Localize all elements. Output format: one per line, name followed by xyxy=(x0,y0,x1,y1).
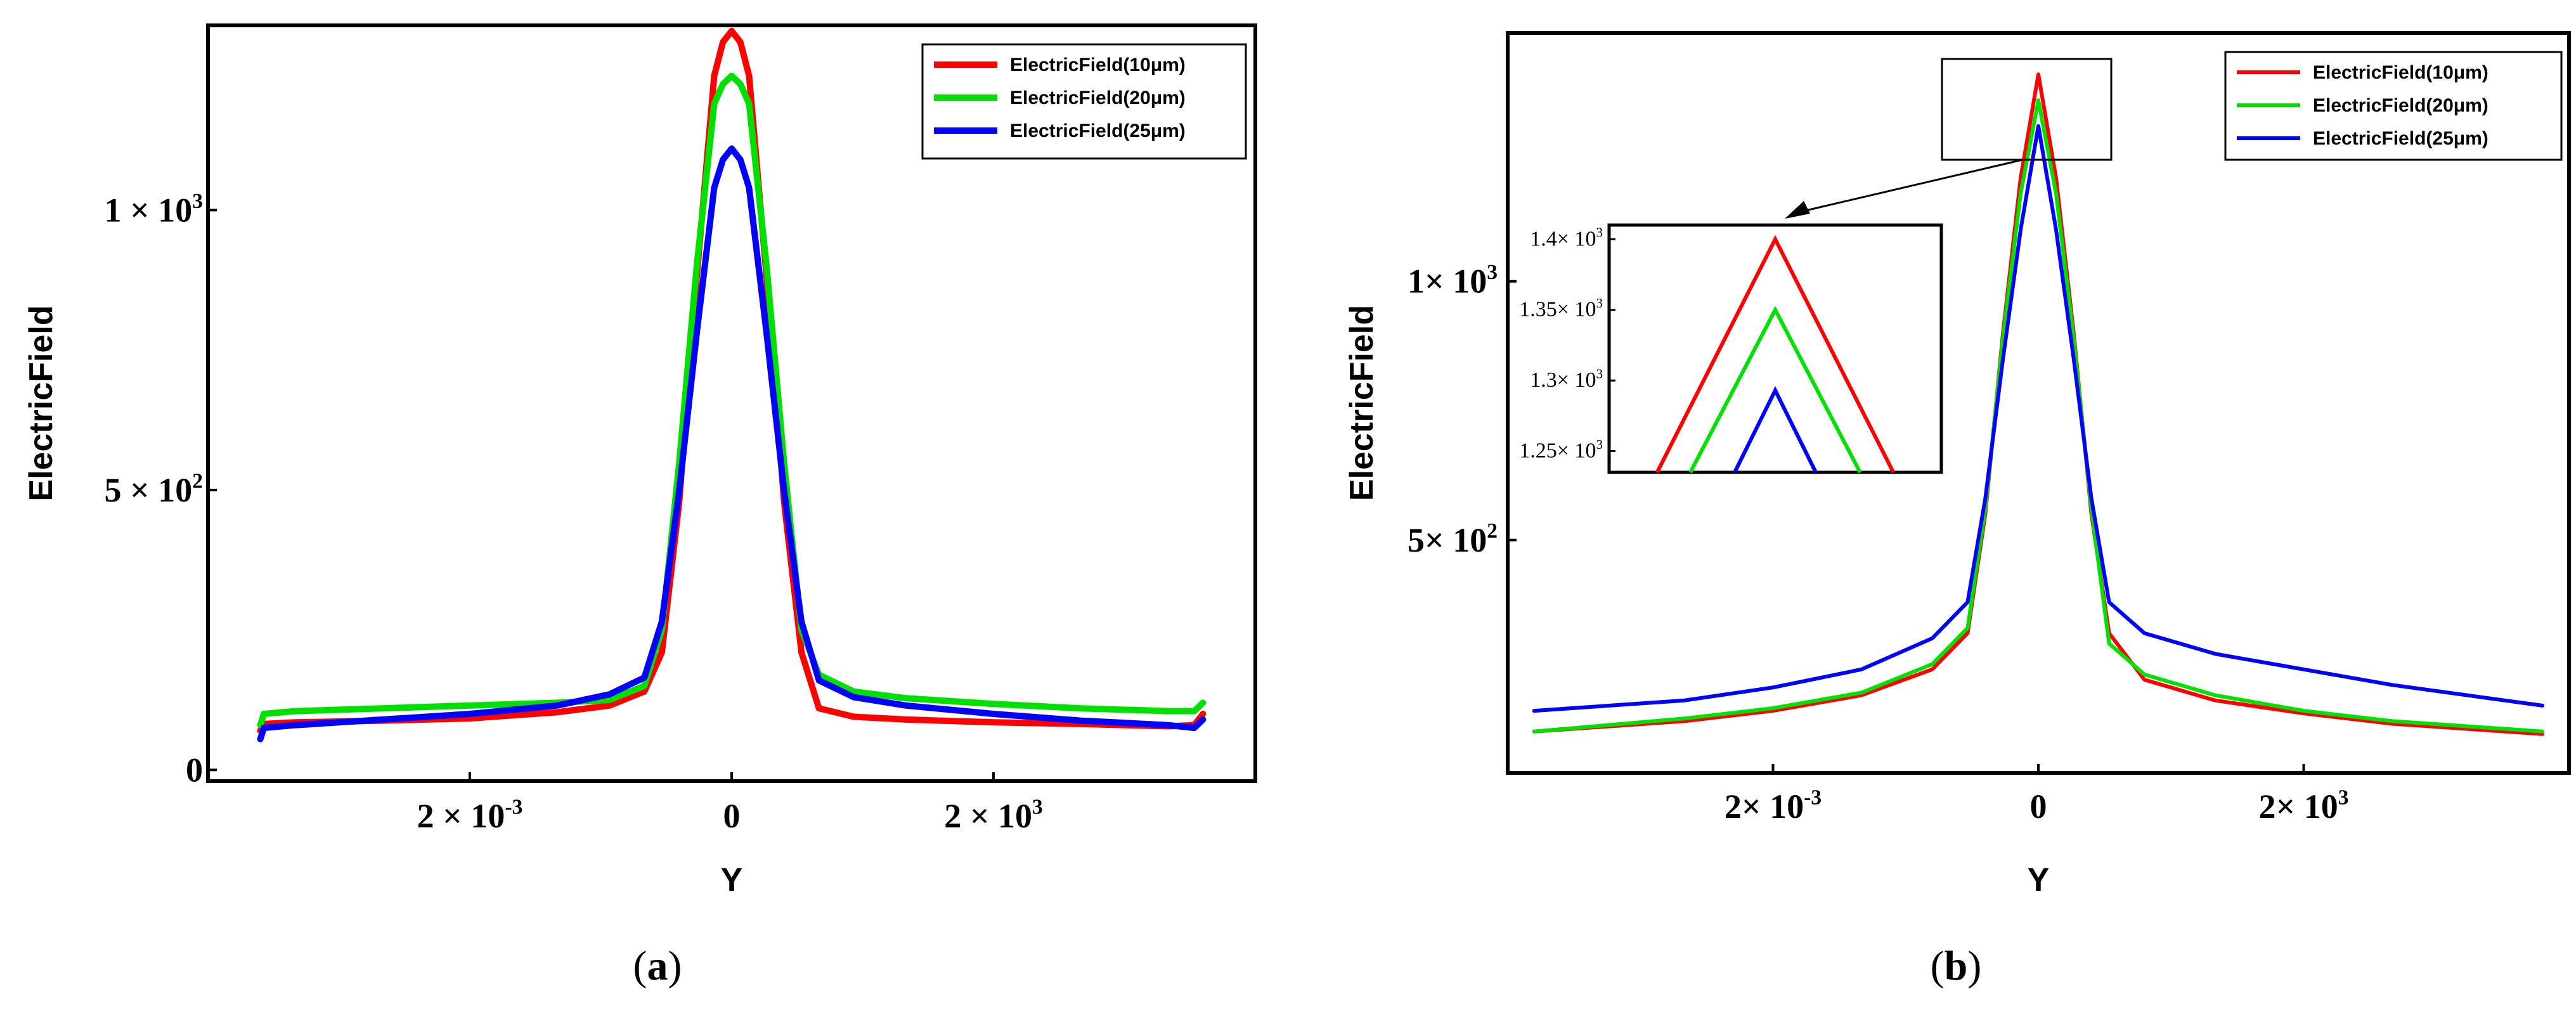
panel-caption: (b) xyxy=(1931,943,1982,989)
inset-series-line-1 xyxy=(1655,235,1895,474)
chart-panel-b: 2× 10-3 0 2× 103 5× 102 1× 103 Y ElectricField… xyxy=(1343,31,2571,989)
x-tick-label: 2 × 10-3 xyxy=(417,795,523,835)
zoom-arrow-line xyxy=(1792,159,2023,215)
inset-series-line-3 xyxy=(1733,385,1818,474)
zoom-arrow-head xyxy=(1785,201,1810,219)
series-line-3 xyxy=(257,145,1207,742)
series-line-2 xyxy=(257,72,1207,728)
legend: ElectricField(10μm) ElectricField(20μm) El… xyxy=(2224,51,2563,161)
legend-label-3: ElectricField(25μm) xyxy=(1010,120,1186,141)
legend-label-2: ElectricField(20μm) xyxy=(2313,95,2489,116)
zoom-region-box xyxy=(1941,58,2113,161)
x-axis-title: Y xyxy=(721,862,743,898)
x-tick-label: 2× 103 xyxy=(2258,786,2348,825)
x-tick-label: 2 × 103 xyxy=(944,795,1043,835)
zoom-inset: 1.25× 103 1.3× 103 1.35× 103 1.4× 103 xyxy=(1519,58,2113,474)
series-line-2 xyxy=(1532,98,2545,734)
inset-series-line-2 xyxy=(1688,306,1862,474)
legend-label-2: ElectricField(20μm) xyxy=(1010,87,1186,108)
y-tick-label: 1 × 103 xyxy=(104,190,203,230)
y-axis-title: ElectricField xyxy=(1343,305,1380,501)
series-line-1 xyxy=(1532,72,2545,736)
x-tick-label: 0 xyxy=(2030,787,2047,825)
y-tick-label: 5× 102 xyxy=(1408,519,1498,559)
panel-caption: (a) xyxy=(633,943,682,989)
x-tick-label: 2× 10-3 xyxy=(1725,786,1822,825)
y-axis-title: ElectricField xyxy=(23,305,60,501)
legend-label-1: ElectricField(10μm) xyxy=(2313,62,2489,83)
y-tick-label: 0 xyxy=(186,751,203,789)
inset-y-tick-label: 1.25× 103 xyxy=(1519,437,1603,463)
inset-y-tick-label: 1.3× 103 xyxy=(1530,366,1603,392)
x-tick-label: 0 xyxy=(723,797,741,835)
inset-y-tick-label: 1.35× 103 xyxy=(1519,295,1603,321)
series-line-1 xyxy=(257,27,1207,734)
inset-y-tick-label: 1.4× 103 xyxy=(1530,225,1603,251)
legend: ElectricField(10μm) ElectricField(20μm) El… xyxy=(921,43,1247,160)
legend-label-3: ElectricField(25μm) xyxy=(2313,128,2489,149)
legend-label-1: ElectricField(10μm) xyxy=(1010,55,1186,75)
inset-frame xyxy=(1607,223,1943,474)
series-line-3 xyxy=(1532,124,2545,713)
y-tick-label: 5 × 102 xyxy=(104,469,203,509)
y-tick-label: 1× 103 xyxy=(1408,261,1498,301)
x-axis-title: Y xyxy=(2028,862,2050,898)
chart-panel-a: 2 × 10-3 0 2 × 103 0 5 × 102 1 × 103 Y Electric… xyxy=(23,23,1257,989)
